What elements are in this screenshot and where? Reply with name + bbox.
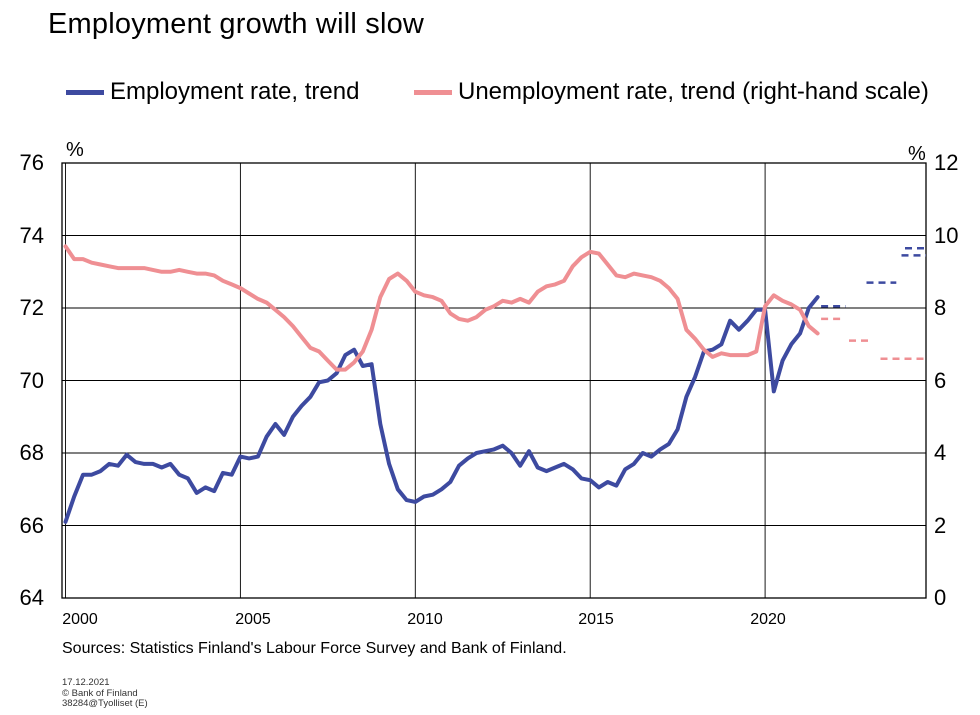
left-tick-label: 74 <box>20 223 44 248</box>
meta-code: 38284@Tyolliset (E) <box>62 698 148 709</box>
legend-item-employment: Employment rate, trend <box>66 78 359 106</box>
left-tick-label: 72 <box>20 295 44 320</box>
left-tick-label: 66 <box>20 513 44 538</box>
meta-copyright: © Bank of Finland <box>62 687 138 699</box>
right-tick-label: 8 <box>934 295 946 320</box>
left-axis-ticks: 76 74 72 70 68 66 64 <box>20 150 44 610</box>
right-axis-ticks: 12 10 8 6 4 2 0 <box>934 150 958 610</box>
right-tick-label: 12 <box>934 150 958 175</box>
x-tick-label: 2015 <box>578 611 614 628</box>
x-axis-ticks: 2000 2005 2010 2015 2020 <box>62 611 786 628</box>
right-axis-unit: % <box>908 143 926 165</box>
right-tick-label: 0 <box>934 585 946 610</box>
x-tick-label: 2020 <box>750 611 786 628</box>
grid-lines <box>62 162 926 599</box>
left-axis-unit: % <box>66 139 84 161</box>
left-tick-label: 68 <box>20 440 44 465</box>
plot-frame <box>61 162 927 599</box>
left-tick-label: 64 <box>20 585 44 610</box>
meta-date: 17.12.2021 <box>62 677 110 688</box>
left-tick-label: 76 <box>20 150 44 175</box>
legend-swatch-employment <box>66 89 104 95</box>
right-tick-label: 4 <box>934 440 946 465</box>
right-tick-label: 2 <box>934 513 946 538</box>
right-tick-label: 10 <box>934 223 958 248</box>
chart-title: Employment growth will slow <box>48 8 425 40</box>
legend-label-employment: Employment rate, trend <box>110 78 360 105</box>
x-tick-label: 2010 <box>407 611 443 628</box>
legend-swatch-unemployment <box>414 89 452 95</box>
x-tick-label: 2005 <box>235 611 271 628</box>
unemployment-rate-line <box>63 244 820 372</box>
employment-rate-line <box>63 295 820 524</box>
footer-meta: 17.12.2021 © Bank of Finland 38284@Tyoll… <box>62 677 148 710</box>
source-note: Sources: Statistics Finland's Labour For… <box>62 640 567 657</box>
legend-label-unemployment: Unemployment rate, trend (right-hand sca… <box>458 78 929 105</box>
x-tick-label: 2000 <box>62 611 98 628</box>
chart-marks <box>63 244 926 524</box>
right-tick-label: 6 <box>934 368 946 393</box>
legend-item-unemployment: Unemployment rate, trend (right-hand sca… <box>414 78 929 106</box>
left-tick-label: 70 <box>20 368 44 393</box>
